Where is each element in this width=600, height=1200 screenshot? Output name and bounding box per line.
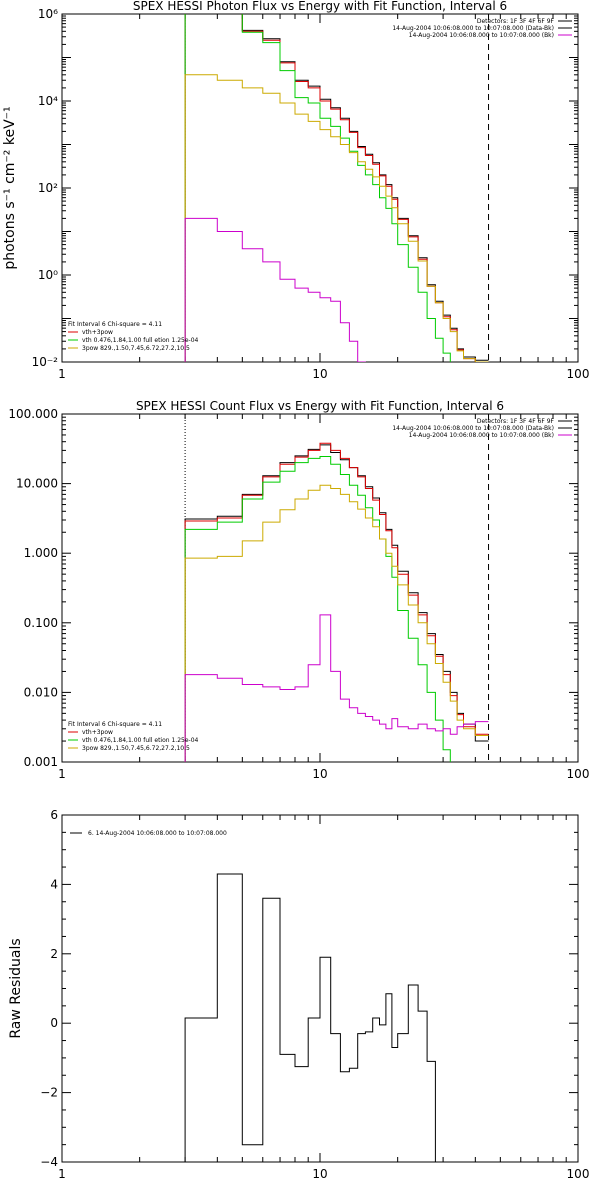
x-tick-label: 10 [312,1167,327,1181]
y-tick-label: 0.001 [24,755,58,769]
series-group [184,873,436,1162]
y-tick-label: 10.000 [16,477,58,491]
plot-frame [61,413,579,763]
x-tick-label: 10 [312,767,327,781]
y-tick-label: −4 [40,1155,58,1169]
x-tick-label: 100 [567,767,590,781]
y-tick-label: 100.000 [8,407,58,421]
series-line-4 [184,614,489,762]
y-tick-label: 2 [50,947,58,961]
series-line-1 [184,442,489,762]
residuals-panel: 1 10 100 −4 −2 0 2 4 6 Raw Residuals 6. 14-Aug-200… [8,808,589,1181]
legend-text: 14-Aug-2004 10:06:08.000 to 10:07:08.000… [409,432,554,439]
fit-legend-text: 3pow 829.,1.50,7.45,6.72,27.2,10.5 [82,745,190,752]
y-tick-label: 0 [50,1016,58,1030]
photon-flux-panel: SPEX HESSI Photon Flux vs Energy with Fi… [2,0,590,381]
fit-legend-text: 3pow 829.,1.50,7.45,6.72,27.2,10.5 [82,345,190,352]
series-line-2 [184,456,451,762]
fit-legend-text: vth+3pow [82,729,113,736]
y-tick-label: 6 [50,808,58,822]
chart-title: SPEX HESSI Count Flux vs Energy with Fit… [136,399,504,413]
legend-text: 14-Aug-2004 10:06:08.000 to 10:07:08.000… [392,425,554,432]
y-tick-label: 10⁶ [38,7,58,21]
y-tick-label: 10⁰ [38,268,58,282]
fit-legend-text: vth 0.476,1.84,1.00 full etion 1.25e-04 [82,337,199,344]
legend-text: 14-Aug-2004 10:06:08.000 to 10:07:08.000… [392,25,554,32]
x-tick-label: 10 [312,367,327,381]
y-tick-label: 10⁻² [32,355,59,369]
chart-title: SPEX HESSI Photon Flux vs Energy with Fi… [133,0,507,13]
series-line-4 [184,217,366,362]
y-tick-label: 10² [38,181,58,195]
fit-legend-text: vth+3pow [82,329,113,336]
x-tick-label: 1 [58,1167,66,1181]
series-line-3 [184,74,489,362]
series-line-2 [184,14,451,362]
series-line-0 [184,444,489,762]
y-tick-label: 10⁴ [38,94,58,108]
series-group [184,14,489,362]
series-group [184,442,489,762]
legend-text: 14-Aug-2004 10:06:08.000 to 10:07:08.000… [409,32,554,39]
y-tick-label: 1.000 [24,546,58,560]
y-axis-label: Raw Residuals [8,938,24,1038]
y-tick-label: −2 [40,1086,58,1100]
fit-legend-text: Fit Interval 6 Chi-square = 4.11 [68,721,162,728]
legend-text: Detectors: 1F 3F 4F 6F 9F [477,18,555,25]
x-tick-label: 100 [567,1167,590,1181]
series-line-0 [184,873,436,1162]
count-flux-panel: SPEX HESSI Count Flux vs Energy with Fit… [8,399,589,781]
y-tick-label: 0.100 [24,616,58,630]
x-tick-label: 100 [567,367,590,381]
y-tick-label: 4 [50,877,58,891]
fit-legend-text: Fit Interval 6 Chi-square = 4.11 [68,321,162,328]
legend-text: 6. 14-Aug-2004 10:06:08.000 to 10:07:08.… [88,830,227,837]
x-tick-label: 1 [58,767,66,781]
legend-text: Detectors: 1F 3F 4F 6F 9F [477,418,555,425]
y-axis-label: photons s⁻¹ cm⁻² keV⁻¹ [2,106,18,269]
series-line-3 [184,484,489,762]
fit-legend-text: vth 0.476,1.84,1.00 full etion 1.25e-04 [82,737,199,744]
y-tick-label: 0.010 [24,685,58,699]
x-tick-label: 1 [58,367,66,381]
plot-frame [61,13,579,363]
